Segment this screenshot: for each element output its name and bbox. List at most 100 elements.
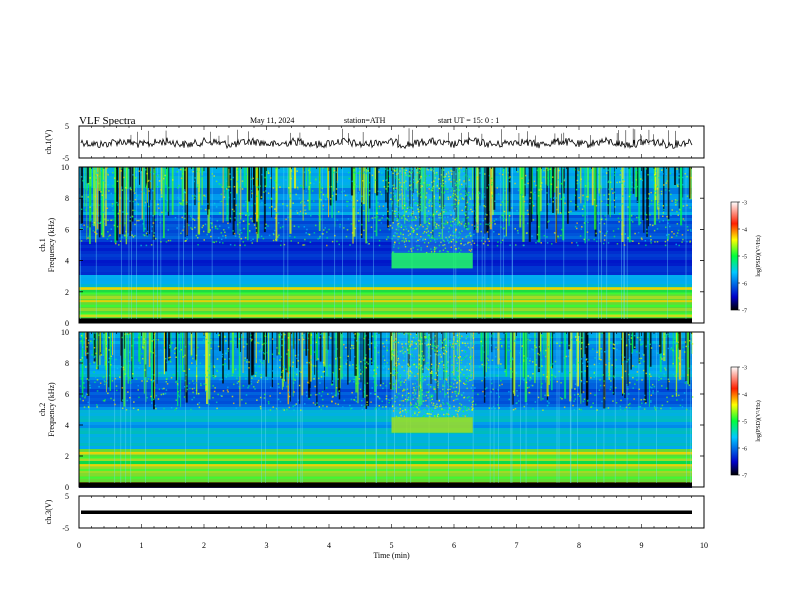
ch1-spectrogram-speckle [631, 181, 633, 184]
ch1-spectrogram-emission-speckle [443, 211, 445, 213]
ch2-spectrogram-emission-speckle [394, 366, 396, 368]
ch2-spectrogram-speckle [133, 401, 135, 403]
ch1-spectrogram-emission-speckle [397, 235, 399, 238]
ch2-spectrogram-speckle [414, 348, 417, 350]
ch2-spectrogram-speckle [593, 371, 596, 373]
ch1-spectrogram-speckle [219, 211, 221, 214]
ch2-spectrogram-sferic [331, 332, 333, 385]
ch1-spectrogram-speckle [646, 218, 648, 221]
ch1-spectrogram-speckle [127, 197, 129, 200]
ch1-spectrogram-speckle [218, 183, 220, 185]
ch2-spectrogram-band [79, 356, 692, 359]
ch1-spectrogram-speckle [426, 168, 429, 171]
ch1-spectrogram-speckle [653, 229, 656, 232]
ch2-spectrogram-speckle [501, 346, 503, 348]
ch2-spectrogram-speckle [98, 385, 100, 388]
ch2-spectrogram-speckle [392, 374, 394, 377]
ch2-spectrogram-emission-speckle [404, 389, 407, 391]
ch1-spectrogram-sferic [263, 167, 266, 233]
ch1-spectrogram-speckle [158, 180, 161, 182]
ch1-spectrogram-speckle [617, 228, 620, 230]
ch1-spectrogram-emission-speckle [394, 241, 396, 243]
ch1-spectrogram-speckle [411, 236, 413, 239]
ch2-spectrogram-speckle [246, 343, 248, 345]
ch2-spectrogram-speckle [313, 378, 315, 380]
ch1-spectrogram-speckle [187, 224, 190, 226]
ch1-spectrogram-speckle [193, 180, 195, 183]
ch2-spectrogram-speckle [628, 406, 631, 409]
ch2-spectrogram-emission-speckle [452, 343, 454, 345]
ch1-spectrogram-sferic [308, 167, 311, 211]
ch2-spectrogram-speckle [177, 390, 180, 393]
ch1-spectrogram-speckle [328, 228, 330, 231]
ch2-spectrogram-emission-speckle [405, 411, 407, 413]
ch2-spectrogram-speckle [601, 400, 603, 403]
ch2-spectrogram-speckle [183, 396, 186, 398]
ch1-spectrogram-band [79, 278, 692, 281]
ch1-spectrogram-emission-speckle [449, 176, 452, 179]
ch1-spectrogram-emission-speckle [457, 167, 459, 170]
ch2-spectrogram-speckle [619, 405, 622, 408]
ch1-spectrogram-speckle [202, 224, 205, 227]
ch2-spectrogram-emission-speckle [458, 408, 461, 411]
ch2-spectrogram-speckle [580, 358, 583, 360]
ch2-spectrogram-emission-speckle [431, 398, 433, 401]
ch1-spectrogram-emission-speckle [397, 199, 399, 202]
ch2-spectrogram-band [79, 341, 692, 344]
ch1-spectrogram-speckle [588, 170, 591, 172]
ch2-spectrogram-speckle [474, 387, 476, 389]
ch1-spectrogram-speckle [368, 181, 370, 184]
ch2-spectrogram-sferic [678, 332, 679, 349]
ch2-spectrogram-speckle [80, 377, 83, 380]
ch1-spectrogram-emission-speckle [431, 235, 434, 237]
ch2-spectrogram-emission-speckle [455, 395, 458, 397]
ch2-spectrogram-speckle [551, 374, 553, 376]
ch2-spectrogram-speckle [88, 379, 90, 381]
ch2-spectrogram-speckle [144, 338, 147, 340]
ch1-spectrogram-band [79, 236, 692, 239]
ch2-spectrogram-speckle [342, 377, 344, 379]
ch2-spectrogram-speckle [492, 406, 495, 408]
ch2-spectrogram-sferic [132, 332, 135, 378]
ch2-spectrogram-speckle [529, 336, 532, 338]
ch2-spectrogram-speckle [373, 375, 375, 377]
ch1-spectrogram-emission-speckle [417, 202, 419, 205]
ch2-spectrogram-sferic [513, 332, 515, 394]
ch1-spectrogram-speckle [575, 241, 578, 244]
ch1-spectrogram-speckle [511, 207, 513, 209]
ch1-spectrogram-sferic [545, 167, 547, 185]
ch2-spectrogram-speckle [665, 369, 667, 371]
ch1-spectrogram-speckle [523, 244, 525, 247]
ch1-spectrogram-speckle [439, 214, 442, 216]
ch2-spectrogram-speckle [374, 346, 376, 349]
ch2-spectrogram-speckle [670, 348, 672, 350]
ch1-spectrogram-emission-speckle [416, 233, 418, 236]
ch1-spectrogram-speckle [197, 244, 199, 246]
ch1-spectrogram-emission-speckle [400, 173, 403, 176]
ch1-spectrogram-speckle [290, 177, 292, 180]
ch1-spectrogram-speckle [244, 200, 247, 203]
ch1-spectrogram-emission-speckle [427, 184, 430, 186]
ch2-spectrogram-speckle [387, 399, 390, 401]
ch1-spectrogram-speckle [583, 205, 585, 207]
ch1-spectrogram-emission-speckle [439, 212, 442, 215]
ch1-spectrogram-speckle [484, 240, 486, 243]
ch2-spectrogram-speckle [114, 403, 116, 406]
ch1-spectrogram-sferic [246, 167, 249, 213]
ch1-spectrogram-sferic-full [600, 167, 602, 319]
ch2-spectrogram-speckle [614, 366, 616, 369]
ch2-spectrogram-speckle [468, 408, 470, 411]
ch1-spectrogram-emission-speckle [418, 178, 421, 180]
ch1-spectrogram-speckle [400, 167, 403, 170]
ch2-spectrogram-emission-speckle [398, 386, 400, 389]
ch1-spectrogram-sferic [358, 167, 360, 191]
ch2-spectrogram-emission-speckle [459, 337, 461, 339]
ch1-spectrogram-speckle [155, 237, 157, 240]
ch2-spectrogram-low-cut [79, 482, 692, 487]
ch1-spectrogram-emission-speckle [436, 209, 439, 212]
ch1-spectrogram-speckle [486, 231, 489, 233]
ch2-spectrogram-speckle [368, 338, 371, 341]
ch1-spectrogram-band [79, 203, 692, 206]
ch2-spectrogram-speckle [558, 345, 561, 347]
ch1-spectrogram-emission-speckle [401, 215, 404, 218]
